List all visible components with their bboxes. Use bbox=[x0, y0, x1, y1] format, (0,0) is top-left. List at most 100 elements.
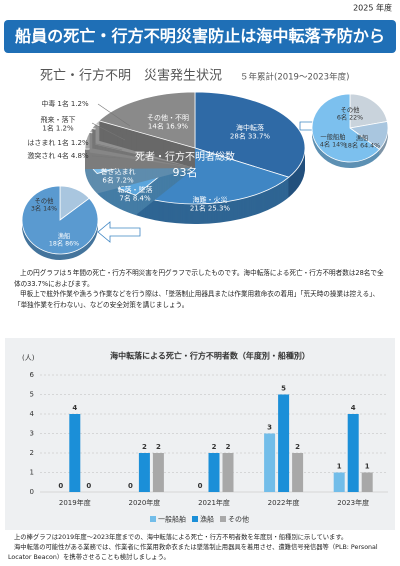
label-part: 海難・火災 bbox=[193, 195, 228, 204]
x-tick-label: 2019年度 bbox=[59, 498, 91, 507]
slice-label: 飛来・落下 1名 1.2% bbox=[41, 115, 76, 132]
pie-slice bbox=[21, 185, 99, 261]
label-part: 18名 bbox=[344, 141, 358, 150]
paragraph-2: 上の棒グラフは2019年度〜2023年度までの、海中転落による死亡・行方不明者数… bbox=[8, 533, 394, 563]
label-part: 3名 bbox=[31, 204, 41, 213]
paragraph-1: 上の円グラフは５年間の死亡・行方不明災害を円グラフで示したものです。海中転落によ… bbox=[14, 268, 388, 310]
text: 上の棒グラフは2019年度〜2023年度までの、海中転落による死亡・行方不明者数… bbox=[14, 534, 348, 541]
y-tick-label: 6 bbox=[30, 371, 35, 379]
slice-top bbox=[194, 91, 306, 178]
slice-label: 一般船舶 4名 14% bbox=[320, 132, 346, 149]
slice-label: その他 6名 22% bbox=[337, 105, 363, 122]
text: 上の円グラフは５年間の死亡・行方不明災害を円グラフで示したものです。海中転落によ… bbox=[14, 269, 384, 288]
text: 甲板上で舷外作業や漁ろう作業などを行う際は、「墜落制止用器具または作業用救命衣の… bbox=[14, 290, 380, 309]
value-label: 4 bbox=[351, 404, 356, 412]
bar bbox=[361, 472, 373, 492]
slice-label: はさまれ 1名 1.2% bbox=[27, 138, 89, 147]
label-part: 1名 bbox=[42, 123, 53, 132]
label-part: 22% bbox=[349, 115, 363, 122]
slice-label: 漁船 18名 86% bbox=[49, 231, 79, 248]
section-title: 死亡・行方不明 災害発生状況 bbox=[40, 68, 222, 84]
year: 2025 年度 bbox=[353, 3, 392, 13]
label-part: 21名 bbox=[190, 203, 206, 212]
legend-label: 一般船舶 bbox=[158, 515, 186, 524]
pie-slice bbox=[134, 147, 290, 224]
label-part: 1.2% bbox=[71, 100, 89, 108]
legend-swatch bbox=[192, 516, 198, 522]
value-label: 1 bbox=[365, 463, 370, 471]
x-tick-label: 2023年度 bbox=[337, 498, 369, 507]
bar bbox=[347, 414, 359, 492]
label-part: 8.4% bbox=[133, 194, 151, 202]
label-part: 18名 bbox=[49, 239, 63, 248]
label-part: 86% bbox=[65, 241, 79, 248]
bar bbox=[69, 414, 81, 492]
slice-label: 激突され 4名 4.8% bbox=[27, 151, 89, 160]
bar bbox=[292, 453, 304, 492]
label-part: 中毒 bbox=[41, 99, 55, 108]
label-part: 6名 bbox=[337, 113, 347, 122]
slice-label: 中毒 1名 1.2% bbox=[41, 99, 89, 108]
y-tick-label: 2 bbox=[30, 449, 34, 457]
pie-slice bbox=[311, 93, 381, 168]
label-part: 14% bbox=[43, 206, 57, 213]
label-part: 6名 bbox=[102, 175, 113, 184]
label-part: 転落・墜落 bbox=[118, 185, 153, 194]
value-label: 0 bbox=[128, 482, 133, 490]
value-label: 2 bbox=[142, 443, 147, 451]
label-part: 93名 bbox=[173, 165, 198, 179]
value-label: 0 bbox=[58, 482, 63, 490]
label-part: 64.4% bbox=[360, 143, 380, 150]
banner-text: 船員の死亡・行方不明災害防止は海中転落予防から bbox=[15, 27, 385, 46]
label-part: 25.3% bbox=[208, 204, 231, 212]
label-part: 14% bbox=[332, 142, 346, 149]
bar bbox=[152, 453, 164, 492]
y-tick-label: 3 bbox=[30, 430, 34, 438]
value-label: 2 bbox=[212, 443, 217, 451]
label-part: 1.2% bbox=[71, 139, 89, 147]
text: 海中転落の可能性がある業務では、作業者に作業用救命衣または墜落制止用器具を着用さ… bbox=[8, 544, 378, 561]
leader-line bbox=[91, 155, 121, 159]
label-part: 漁船 bbox=[356, 133, 369, 142]
slice-top bbox=[98, 91, 196, 149]
y-tick-label: 1 bbox=[30, 469, 34, 477]
leader-line bbox=[91, 122, 126, 141]
label-part: 死者・行方不明者総数 bbox=[135, 150, 235, 163]
label-part: その他・不明 bbox=[147, 113, 189, 122]
leader-line bbox=[91, 142, 123, 151]
slice-label: 漁船 18名 64.4% bbox=[344, 133, 380, 150]
slice-label: その他・不明 14名 16.9% bbox=[147, 113, 189, 130]
section-period: ５年累計(2019〜2023年度) bbox=[240, 72, 349, 83]
label-part: 7名 bbox=[119, 193, 130, 202]
label-part: 16.9% bbox=[166, 122, 189, 130]
slice-label: 死者・行方不明者総数 bbox=[135, 150, 235, 163]
slice-label: 海難・火災 21名 25.3% bbox=[190, 195, 231, 212]
label-part: 7.2% bbox=[116, 176, 134, 184]
label-part: 4名 bbox=[57, 151, 68, 160]
legend-label: その他 bbox=[228, 515, 249, 524]
bar bbox=[264, 433, 276, 492]
pie-slice bbox=[98, 91, 196, 168]
slice-top bbox=[349, 93, 388, 129]
banner bbox=[4, 20, 396, 53]
label-part: 激突され bbox=[27, 151, 55, 160]
value-label: 5 bbox=[281, 385, 286, 393]
label-part: 4名 bbox=[320, 140, 330, 149]
label-part: 28名 bbox=[230, 131, 246, 140]
value-label: 2 bbox=[295, 443, 300, 451]
slice-top bbox=[311, 93, 381, 163]
x-tick-label: 2020年度 bbox=[128, 498, 160, 507]
label-part: 33.7% bbox=[248, 132, 271, 140]
bar bbox=[333, 472, 345, 492]
slice-label: 93名 bbox=[173, 165, 198, 179]
value-label: 1 bbox=[337, 463, 342, 471]
x-tick-label: 2022年度 bbox=[268, 498, 300, 507]
slice-label: 転落・墜落 7名 8.4% bbox=[118, 185, 153, 202]
y-tick-label: 4 bbox=[30, 410, 35, 418]
x-tick-label: 2021年度 bbox=[198, 498, 230, 507]
slice-top bbox=[21, 185, 99, 255]
value-label: 3 bbox=[267, 424, 272, 432]
label-part: 漁船 bbox=[58, 231, 71, 240]
value-label: 4 bbox=[72, 404, 77, 412]
label-part: 1.2% bbox=[56, 124, 74, 132]
